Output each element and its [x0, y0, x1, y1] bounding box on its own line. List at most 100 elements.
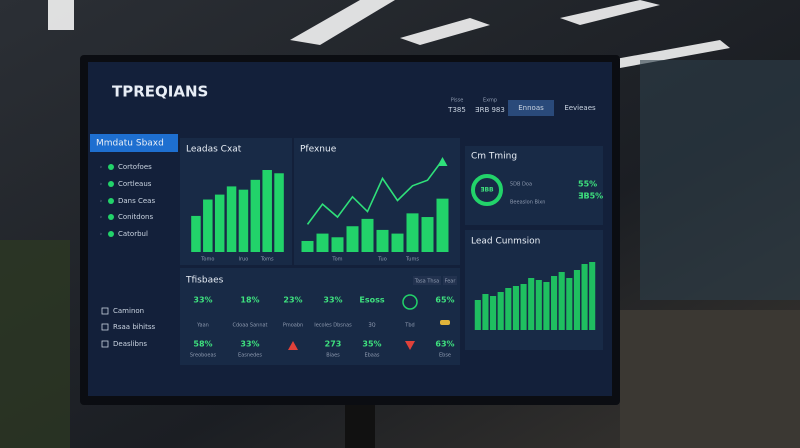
- button[interactable]: [443, 276, 457, 285]
- ceiling-lights: [48, 0, 730, 68]
- nav-item[interactable]: Mmdatu Sbaxd: [96, 139, 164, 149]
- bar: [520, 284, 527, 330]
- kpi-value: 33%: [323, 296, 342, 305]
- kpi-label: Sreoboeas: [190, 353, 217, 359]
- legend: 5DB Doa: [510, 182, 532, 188]
- donut-ring: [471, 174, 503, 206]
- kpi-icon: [440, 320, 450, 325]
- panel-title: Lead Cunmsion: [471, 237, 540, 247]
- kpi-value: 35%: [362, 340, 381, 349]
- kpi-value: 18%: [240, 296, 259, 305]
- arrow-head: [437, 157, 448, 166]
- x-tick-label: Tom: [331, 257, 342, 263]
- x-tick-label: Toms: [260, 257, 274, 263]
- bar: [589, 262, 596, 330]
- panel: [465, 146, 603, 225]
- chevron: ›: [100, 215, 102, 221]
- kpi-value: 273: [325, 340, 342, 349]
- button-label[interactable]: Exmp: [483, 98, 497, 104]
- kpi-icon: [402, 294, 418, 310]
- nav-item[interactable]: Caminon: [113, 307, 144, 315]
- bar: [482, 294, 489, 330]
- kpi-label: Ebse: [439, 353, 451, 359]
- chevron: ›: [100, 232, 102, 238]
- chevron: ›: [100, 182, 102, 188]
- bar: [573, 270, 580, 330]
- app-title: TPREQIANS: [112, 83, 208, 101]
- status-dot: [108, 214, 114, 220]
- nav-item[interactable]: Catorbul: [118, 230, 148, 238]
- bar: [558, 272, 565, 330]
- kpi-value: 23%: [283, 296, 302, 305]
- bar: [238, 189, 249, 252]
- kpi-value: 65%: [435, 296, 454, 305]
- nav-item[interactable]: Deaslibns: [113, 340, 147, 348]
- x-tick-label: Tuo: [377, 257, 387, 263]
- bar: [535, 280, 542, 330]
- kpi-label: Biaes: [326, 353, 340, 359]
- legend: Beeaslon Bixn: [510, 200, 545, 206]
- button-label[interactable]: ƎRB 983: [475, 106, 505, 114]
- kpi-icon: [288, 341, 298, 350]
- kpi-value: 58%: [193, 340, 212, 349]
- nav-item[interactable]: Conitdons: [118, 213, 153, 221]
- kpi-value: Esoss: [359, 296, 384, 305]
- bar: [566, 278, 573, 330]
- bar: [331, 237, 344, 252]
- stat: ƎB5%: [578, 192, 603, 201]
- nav-item[interactable]: Rsaa bihitss: [113, 323, 155, 331]
- bar: [203, 199, 213, 252]
- bar: [581, 264, 588, 330]
- donut-label: ƎBB: [480, 187, 494, 194]
- kpi-label: Tbd: [404, 323, 414, 329]
- nav-icon: [101, 307, 109, 315]
- button-active[interactable]: [508, 100, 554, 116]
- line: [306, 159, 444, 225]
- status-dot: [108, 164, 114, 170]
- nav-item[interactable]: Cortofoes: [118, 163, 152, 171]
- bar: [551, 276, 558, 330]
- panel-title: Cm Tming: [471, 152, 517, 162]
- bar: [543, 282, 550, 330]
- button[interactable]: [413, 276, 441, 285]
- bar: [490, 296, 497, 330]
- plant: [0, 240, 70, 448]
- bar: [301, 240, 314, 252]
- button-label[interactable]: Tasa Thsa: [414, 279, 439, 285]
- bar: [436, 198, 449, 252]
- bar: [376, 229, 389, 252]
- panel-title: Tfisbaes: [185, 276, 224, 286]
- button-label[interactable]: Fear: [445, 279, 457, 285]
- bar: [226, 186, 237, 252]
- kpi-label: Cdoaa Sannat: [232, 323, 267, 329]
- bar: [346, 226, 359, 252]
- bar: [421, 217, 434, 252]
- kpi-icon: [405, 341, 415, 350]
- bar: [361, 218, 374, 252]
- nav-item[interactable]: Dans Ceas: [118, 197, 155, 205]
- nav-icon: [101, 340, 109, 348]
- bar: [316, 233, 329, 252]
- bar: [512, 286, 519, 330]
- button-label[interactable]: Ennoas: [518, 104, 544, 112]
- kpi-value: 33%: [193, 296, 212, 305]
- bar: [191, 215, 201, 252]
- window: [640, 60, 800, 300]
- bar: [474, 300, 481, 330]
- bar: [497, 292, 504, 330]
- button-label[interactable]: Eevieaes: [564, 104, 596, 112]
- stat: 55%: [578, 180, 597, 189]
- kpi-value: 63%: [435, 340, 454, 349]
- x-tick-label: Tums: [405, 257, 419, 263]
- nav-item[interactable]: Cortleaus: [118, 180, 152, 188]
- bar: [274, 173, 284, 252]
- bar: [505, 288, 512, 330]
- bar: [214, 194, 225, 252]
- panel-title: Leadas Cxat: [186, 145, 242, 155]
- button-label[interactable]: T385: [447, 106, 466, 114]
- button-label[interactable]: Pisse: [451, 98, 464, 104]
- status-dot: [108, 198, 114, 204]
- sidebar-active[interactable]: [90, 134, 178, 152]
- monitor-stand: [345, 400, 375, 448]
